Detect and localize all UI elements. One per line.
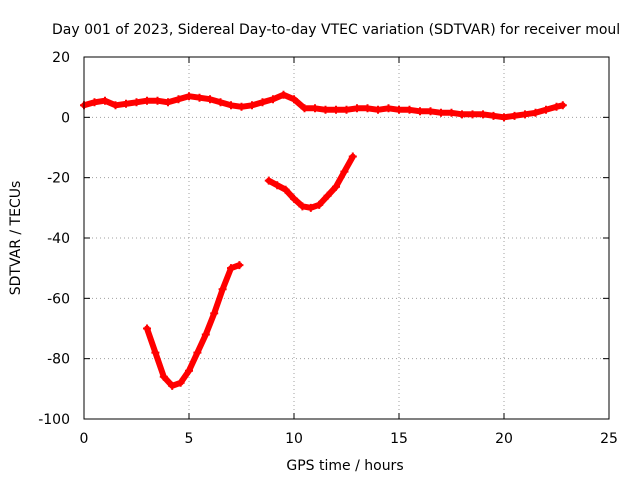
data-point	[315, 200, 324, 209]
y-tick-label: 20	[52, 50, 70, 66]
data-point	[542, 105, 550, 114]
data-point	[552, 102, 561, 111]
data-point	[290, 95, 298, 104]
data-point	[143, 324, 151, 333]
data-point	[168, 381, 177, 390]
y-tick-label: -20	[47, 171, 70, 187]
data-point	[227, 264, 235, 273]
data-point	[258, 98, 267, 107]
data-point	[132, 98, 141, 107]
data-point	[342, 105, 351, 114]
data-point	[332, 182, 340, 191]
data-point	[122, 99, 130, 108]
data-point	[558, 101, 567, 110]
data-point	[101, 96, 109, 105]
series-points	[80, 90, 567, 390]
data-point	[195, 93, 204, 102]
data-point	[395, 105, 403, 114]
data-point	[416, 107, 424, 116]
data-point	[531, 108, 540, 117]
data-point	[332, 105, 340, 114]
data-point	[290, 194, 298, 203]
series-arc-lower	[143, 261, 244, 390]
data-point	[458, 110, 466, 119]
data-point	[235, 261, 244, 270]
chart-title: Day 001 of 2023, Sidereal Day-to-day VTE…	[52, 22, 620, 38]
series-trace	[144, 262, 243, 389]
data-point	[193, 348, 202, 357]
x-tick-label: 15	[390, 431, 408, 447]
x-tick-label: 20	[495, 431, 513, 447]
y-tick-label: 0	[61, 110, 70, 126]
data-point	[348, 152, 357, 161]
y-tick-label: -40	[47, 231, 70, 247]
data-point	[185, 366, 193, 375]
x-tick-label: 5	[185, 431, 194, 447]
data-point	[143, 96, 151, 105]
data-point	[264, 176, 273, 185]
x-tick-label: 25	[600, 431, 618, 447]
data-point	[479, 110, 487, 119]
data-point	[300, 104, 309, 113]
data-point	[384, 104, 393, 113]
y-tick-label: -80	[47, 352, 70, 368]
plot-frame	[83, 56, 610, 420]
data-point	[216, 98, 225, 107]
data-point	[237, 102, 246, 111]
data-point	[151, 348, 160, 357]
data-point	[311, 104, 319, 113]
y-tick-label: -100	[38, 412, 70, 428]
series-main-band	[80, 90, 567, 122]
data-point	[227, 101, 235, 110]
y-tick-label: -60	[47, 291, 70, 307]
data-point	[323, 191, 332, 200]
data-point	[374, 105, 382, 114]
data-point	[298, 202, 307, 211]
series-arc-upper	[264, 152, 357, 212]
data-point	[500, 113, 508, 122]
data-point	[111, 101, 120, 110]
y-tick-labels: -100 -80 -60 -40 -20 0 20	[38, 50, 70, 428]
data-point	[321, 105, 330, 114]
x-tick-label: 0	[80, 431, 89, 447]
data-point	[447, 108, 456, 117]
x-tick-labels: 0 5 10 15 20 25	[80, 431, 618, 447]
y-axis-label: SDTVAR / TECUs	[8, 181, 24, 296]
data-point	[174, 95, 183, 104]
data-point	[218, 285, 227, 294]
data-point	[273, 181, 282, 190]
data-point	[248, 101, 256, 110]
x-tick-label: 10	[285, 431, 303, 447]
data-point	[521, 110, 529, 119]
data-point	[90, 98, 99, 107]
data-point	[426, 107, 435, 116]
data-point	[306, 203, 315, 212]
data-point	[353, 104, 361, 113]
data-point	[437, 108, 445, 117]
data-point	[363, 104, 372, 113]
series-trace	[81, 91, 566, 121]
data-point	[164, 98, 172, 107]
data-point	[269, 95, 277, 104]
data-point	[281, 185, 290, 194]
data-point	[468, 110, 477, 119]
data-point	[185, 92, 193, 101]
data-point	[210, 309, 219, 318]
data-point	[340, 167, 349, 176]
data-point	[159, 372, 168, 381]
series-trace	[265, 153, 356, 211]
data-point	[489, 111, 498, 120]
x-axis-label: GPS time / hours	[286, 458, 403, 474]
data-point	[206, 95, 214, 104]
data-point	[510, 111, 519, 120]
data-point	[201, 330, 210, 339]
data-point	[176, 378, 185, 387]
data-point	[405, 105, 414, 114]
data-point	[279, 90, 288, 99]
data-point	[153, 96, 162, 105]
